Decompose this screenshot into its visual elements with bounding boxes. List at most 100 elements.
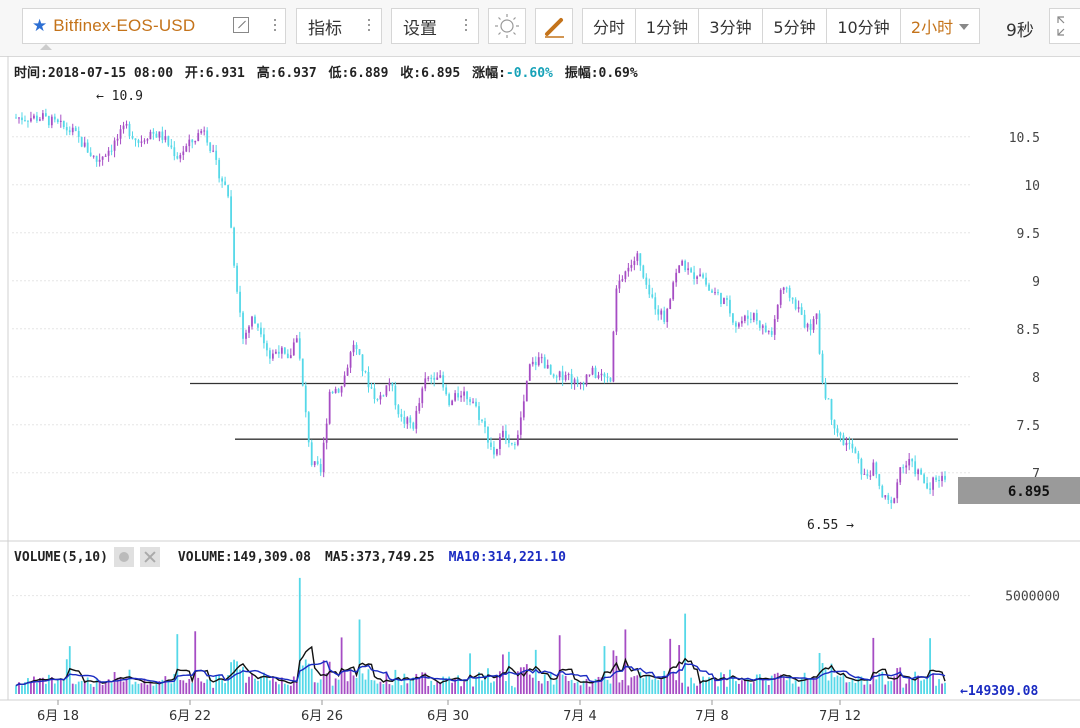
candle-body — [68, 130, 71, 133]
bar-high: 高:6.937 — [256, 66, 317, 81]
candle-body — [510, 443, 513, 445]
tab-period[interactable]: 5分钟 — [763, 9, 827, 43]
volume-bar — [627, 685, 630, 694]
indicators-button[interactable]: 指标 — [296, 8, 382, 44]
candle-body — [188, 139, 191, 147]
candle-body — [269, 350, 271, 359]
more-dots-icon[interactable] — [465, 19, 467, 33]
tab-period-active[interactable]: 2小时 — [901, 9, 979, 43]
volume-bar — [221, 679, 224, 694]
volume-ma10: MA10:314,221.10 — [448, 549, 566, 565]
close-icon[interactable] — [139, 547, 160, 567]
volume-bar — [546, 681, 549, 694]
settings-button[interactable]: 设置 — [391, 8, 479, 44]
tab-period[interactable]: 3分钟 — [699, 9, 763, 43]
volume-bar — [743, 680, 746, 694]
candle-body — [519, 417, 522, 435]
candle-body — [821, 353, 824, 383]
volume-bar — [403, 673, 406, 694]
candle-body — [53, 116, 56, 120]
candle-body — [340, 386, 343, 393]
candle-body — [71, 127, 74, 133]
price-tick-label: 9 — [1032, 275, 1040, 290]
candle-body — [481, 419, 483, 422]
volume-bar — [869, 684, 872, 694]
star-icon[interactable]: ★ — [32, 16, 48, 36]
draw-tool-button[interactable] — [535, 8, 573, 44]
volume-bar — [89, 684, 92, 694]
candle-body — [899, 467, 902, 483]
volume-bar — [788, 675, 791, 694]
volume-bar — [761, 680, 764, 694]
tab-period[interactable]: 1分钟 — [636, 9, 699, 43]
symbol-selector[interactable]: ★ Bitfinex-EOS-USD — [22, 8, 286, 44]
volume-bar — [310, 668, 313, 694]
tab-period[interactable]: 分时 — [583, 9, 636, 43]
candle-body — [848, 442, 851, 444]
candle-body — [732, 313, 734, 323]
ma10-line — [15, 660, 946, 687]
volume-bar — [304, 659, 307, 694]
more-dots-icon[interactable] — [274, 19, 276, 33]
volume-bar — [519, 667, 522, 694]
theme-toggle-button[interactable] — [488, 8, 526, 44]
candle-body — [830, 399, 833, 420]
candle-body — [349, 352, 352, 368]
volume-bar — [448, 676, 451, 694]
fullscreen-button[interactable] — [1049, 8, 1080, 44]
volume-bar — [702, 676, 704, 694]
candle-body — [200, 130, 203, 134]
volume-bar — [346, 681, 349, 694]
volume-bar — [367, 669, 370, 694]
candle-body — [636, 253, 639, 261]
volume-bar — [59, 679, 62, 694]
volume-bar — [233, 659, 235, 694]
volume-bar — [263, 672, 265, 694]
current-price-value: 6.895 — [1008, 484, 1050, 500]
volume-bar — [38, 677, 41, 694]
candle-body — [678, 265, 681, 273]
volume-bar — [758, 674, 761, 694]
volume-bar — [358, 619, 361, 694]
candle-body — [869, 475, 872, 477]
candle-body — [146, 139, 149, 141]
candle-body — [370, 387, 373, 389]
volume-bar — [812, 676, 815, 694]
volume-bar — [484, 675, 486, 694]
candle-body — [236, 265, 238, 292]
volume-bar — [182, 680, 185, 694]
external-link-icon[interactable] — [233, 17, 249, 33]
candle-body — [292, 342, 295, 356]
candle-body — [543, 357, 546, 369]
volume-bar — [15, 685, 17, 694]
candle-body — [663, 310, 666, 322]
candle-body — [863, 473, 866, 475]
ohlc-info: 时间:2018-07-15 08:00 开:6.931 高:6.937 低:6.… — [14, 62, 638, 81]
volume-bar — [872, 637, 875, 694]
volume-bar — [337, 679, 340, 694]
candle-body — [304, 385, 307, 413]
volume-bar — [693, 683, 695, 694]
candle-body — [666, 308, 669, 322]
volume-bar — [33, 676, 35, 694]
volume-bar — [334, 678, 337, 694]
candle-body — [746, 315, 749, 319]
gear-icon[interactable] — [113, 547, 134, 567]
candle-body — [379, 395, 382, 400]
volume-bar — [340, 637, 343, 694]
tab-period[interactable]: 10分钟 — [827, 9, 901, 43]
candle-body — [507, 439, 510, 444]
volume-bar — [436, 681, 439, 694]
price-tick-label: 10 — [1024, 179, 1040, 194]
candle-body — [430, 377, 433, 379]
volume-bar — [481, 680, 483, 694]
volume-bar — [926, 679, 928, 694]
volume-bar — [821, 663, 824, 694]
volume-bar — [543, 674, 546, 694]
volume-bar — [149, 682, 152, 694]
candle-body — [110, 150, 113, 152]
more-dots-icon[interactable] — [368, 19, 370, 33]
volume-bar — [660, 679, 663, 694]
candle-body — [675, 272, 678, 283]
